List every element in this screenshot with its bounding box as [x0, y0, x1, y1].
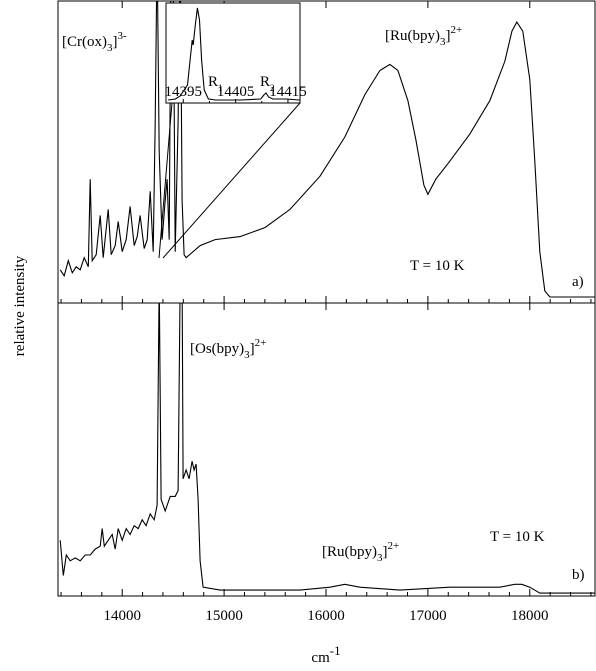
label-part: [Os(bpy)	[190, 341, 244, 357]
annotation: [Ru(bpy)3]2+	[385, 24, 462, 48]
label-part: T = 10 K	[410, 258, 465, 274]
label-part: [Ru(bpy)	[322, 544, 377, 560]
label-part: cm	[311, 650, 330, 666]
plot-frame	[165, 2, 301, 104]
label-part: R	[208, 74, 218, 90]
x-axis-label: cm-1	[311, 643, 340, 666]
label-part: 2+	[451, 24, 463, 36]
x-tick-label: 15000	[205, 608, 243, 624]
annotation: R2	[260, 74, 275, 93]
label-part: 2	[270, 83, 275, 93]
label-part: 3-	[118, 30, 128, 42]
annotation: R1	[208, 74, 223, 93]
label-part: -1	[330, 643, 341, 658]
label-part: 3	[377, 552, 383, 564]
label-part: 1	[218, 83, 223, 93]
plot-frame	[57, 0, 596, 304]
annotation: T = 10 K	[490, 529, 545, 545]
label-part: T = 10 K	[490, 529, 545, 545]
x-tick-label: 14000	[103, 608, 141, 624]
label-part: 3	[244, 349, 250, 361]
label-part: 3	[107, 42, 113, 54]
annotation: [Os(bpy)3]2+	[190, 337, 266, 361]
label-part: [Ru(bpy)	[385, 28, 440, 44]
spectrum-line	[59, 303, 595, 594]
annotation: b)	[572, 567, 585, 583]
label-part: ]	[383, 544, 388, 560]
y-axis-label: relative intensity	[12, 255, 28, 356]
annotation: [Cr(ox)3]3-	[62, 30, 127, 54]
x-tick-label: 18000	[511, 608, 549, 624]
x-tick-label: 14405	[217, 84, 255, 100]
x-tick-label: 16000	[307, 608, 345, 624]
x-tick-label: 14415	[269, 84, 307, 100]
label-part: 2+	[255, 337, 267, 349]
label-part: ]	[446, 28, 451, 44]
annotation: [Ru(bpy)3]2+	[322, 540, 399, 564]
spectrum-line	[59, 1, 595, 298]
label-part: 3	[440, 36, 446, 48]
plot-frame	[57, 302, 596, 597]
inset-connector	[162, 102, 301, 259]
label-part: ]	[250, 341, 255, 357]
label-part: b)	[572, 567, 585, 583]
label-part: a)	[572, 274, 584, 290]
x-tick-label: 17000	[409, 608, 447, 624]
label-part: [Cr(ox)	[62, 34, 107, 50]
spectrum-line	[168, 7, 300, 101]
label-part: R	[260, 74, 270, 90]
label-part: ]	[113, 34, 118, 50]
label-part: 2+	[388, 540, 400, 552]
annotation: a)	[572, 274, 584, 290]
annotation: T = 10 K	[410, 258, 465, 274]
